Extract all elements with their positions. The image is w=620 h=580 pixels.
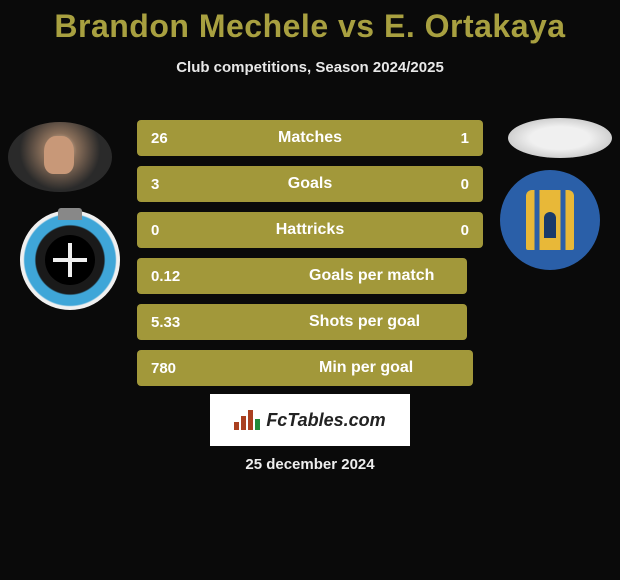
page-title: Brandon Mechele vs E. Ortakaya bbox=[0, 0, 620, 45]
subtitle: Club competitions, Season 2024/2025 bbox=[0, 59, 620, 76]
stat-value-left: 5.33 bbox=[151, 314, 180, 331]
stat-value-right: 0 bbox=[461, 222, 469, 239]
stat-row-gpm: 0.12 Goals per match bbox=[137, 258, 467, 294]
comparison-card: Brandon Mechele vs E. Ortakaya Club comp… bbox=[0, 0, 620, 580]
stat-value-right: 1 bbox=[461, 130, 469, 147]
player2-avatar bbox=[508, 118, 612, 158]
stat-label: Hattricks bbox=[137, 221, 483, 239]
player2-club-badge bbox=[500, 170, 600, 270]
stat-label: Min per goal bbox=[137, 359, 473, 377]
stat-label: Matches bbox=[137, 129, 483, 147]
stat-label: Goals bbox=[137, 175, 483, 193]
stats-table: 26 Matches 1 3 Goals 0 0 Hattricks 0 0.1… bbox=[137, 120, 483, 396]
player1-avatar bbox=[8, 122, 112, 192]
stat-value-left: 0 bbox=[151, 222, 159, 239]
date-text: 25 december 2024 bbox=[0, 456, 620, 473]
watermark-text: FcTables.com bbox=[266, 410, 385, 431]
stat-value-left: 3 bbox=[151, 176, 159, 193]
stat-row-matches: 26 Matches 1 bbox=[137, 120, 483, 156]
stat-value-left: 780 bbox=[151, 360, 176, 377]
stat-label: Shots per goal bbox=[137, 313, 467, 331]
stat-row-mpg: 780 Min per goal bbox=[137, 350, 473, 386]
watermark-badge: FcTables.com bbox=[210, 394, 410, 446]
stat-row-goals: 3 Goals 0 bbox=[137, 166, 483, 202]
stat-label: Goals per match bbox=[137, 267, 467, 285]
stat-value-right: 0 bbox=[461, 176, 469, 193]
stat-row-hattricks: 0 Hattricks 0 bbox=[137, 212, 483, 248]
fctables-logo-icon bbox=[234, 410, 260, 430]
stat-value-left: 26 bbox=[151, 130, 168, 147]
player1-club-badge bbox=[20, 210, 120, 310]
stat-row-spg: 5.33 Shots per goal bbox=[137, 304, 467, 340]
stat-value-left: 0.12 bbox=[151, 268, 180, 285]
